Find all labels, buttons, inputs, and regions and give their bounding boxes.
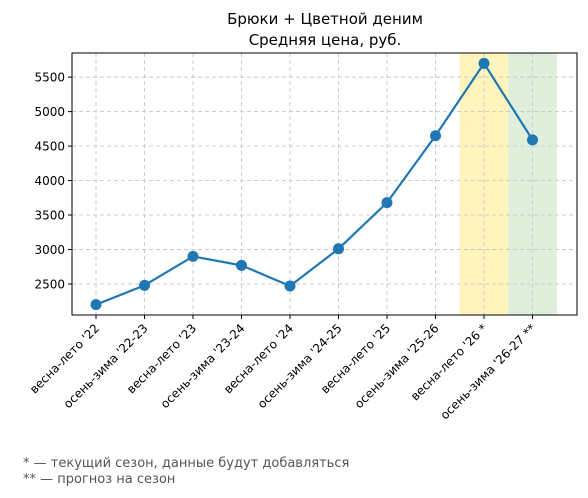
y-axis: 2500 3000 3500 4000 4500 5000 5500 xyxy=(34,71,72,291)
y-tick-label: 4500 xyxy=(34,140,65,154)
x-tick-label: осень-зима '24-25 xyxy=(255,321,345,411)
data-point xyxy=(187,250,199,262)
data-point xyxy=(430,130,441,142)
x-tick-label: осень-зима '26-27 ** xyxy=(438,321,539,422)
line-chart: Брюки + Цветной деним Средняя цена, руб.… xyxy=(27,10,578,422)
y-tick-label: 5500 xyxy=(34,71,65,85)
data-point xyxy=(284,280,296,292)
grid xyxy=(72,53,577,315)
footnotes: * — текущий сезон, данные будут добавлят… xyxy=(23,456,349,488)
data-point xyxy=(90,299,102,311)
data-point xyxy=(333,243,344,255)
series-line-path xyxy=(95,62,534,306)
plot-frame xyxy=(71,52,578,316)
chart-subtitle: Средняя цена, руб. xyxy=(249,31,402,49)
data-point xyxy=(139,279,150,291)
y-tick-label: 3000 xyxy=(34,243,65,257)
highlight-band-current xyxy=(459,53,509,315)
x-tick-label: осень-зима '22-23 xyxy=(61,321,151,411)
chart-title: Брюки + Цветной деним xyxy=(227,10,423,28)
y-tick-label: 3500 xyxy=(34,209,65,223)
data-point xyxy=(381,197,393,209)
highlight-bands xyxy=(459,53,557,315)
highlight-band-forecast xyxy=(508,53,557,315)
x-tick-label: осень-зима '23-24 xyxy=(158,321,248,411)
y-tick-label: 4000 xyxy=(34,174,65,188)
y-tick-label: 2500 xyxy=(34,277,65,291)
data-point xyxy=(236,259,247,271)
footnote-current: * — текущий сезон, данные будут добавлят… xyxy=(23,456,350,471)
series-line xyxy=(90,57,538,311)
y-tick-label: 5000 xyxy=(34,105,65,119)
footnote-forecast: ** — прогноз на сезон xyxy=(23,472,176,487)
x-tick-label: осень-зима '25-26 xyxy=(352,321,442,411)
data-point xyxy=(478,57,490,69)
data-point xyxy=(527,134,538,146)
